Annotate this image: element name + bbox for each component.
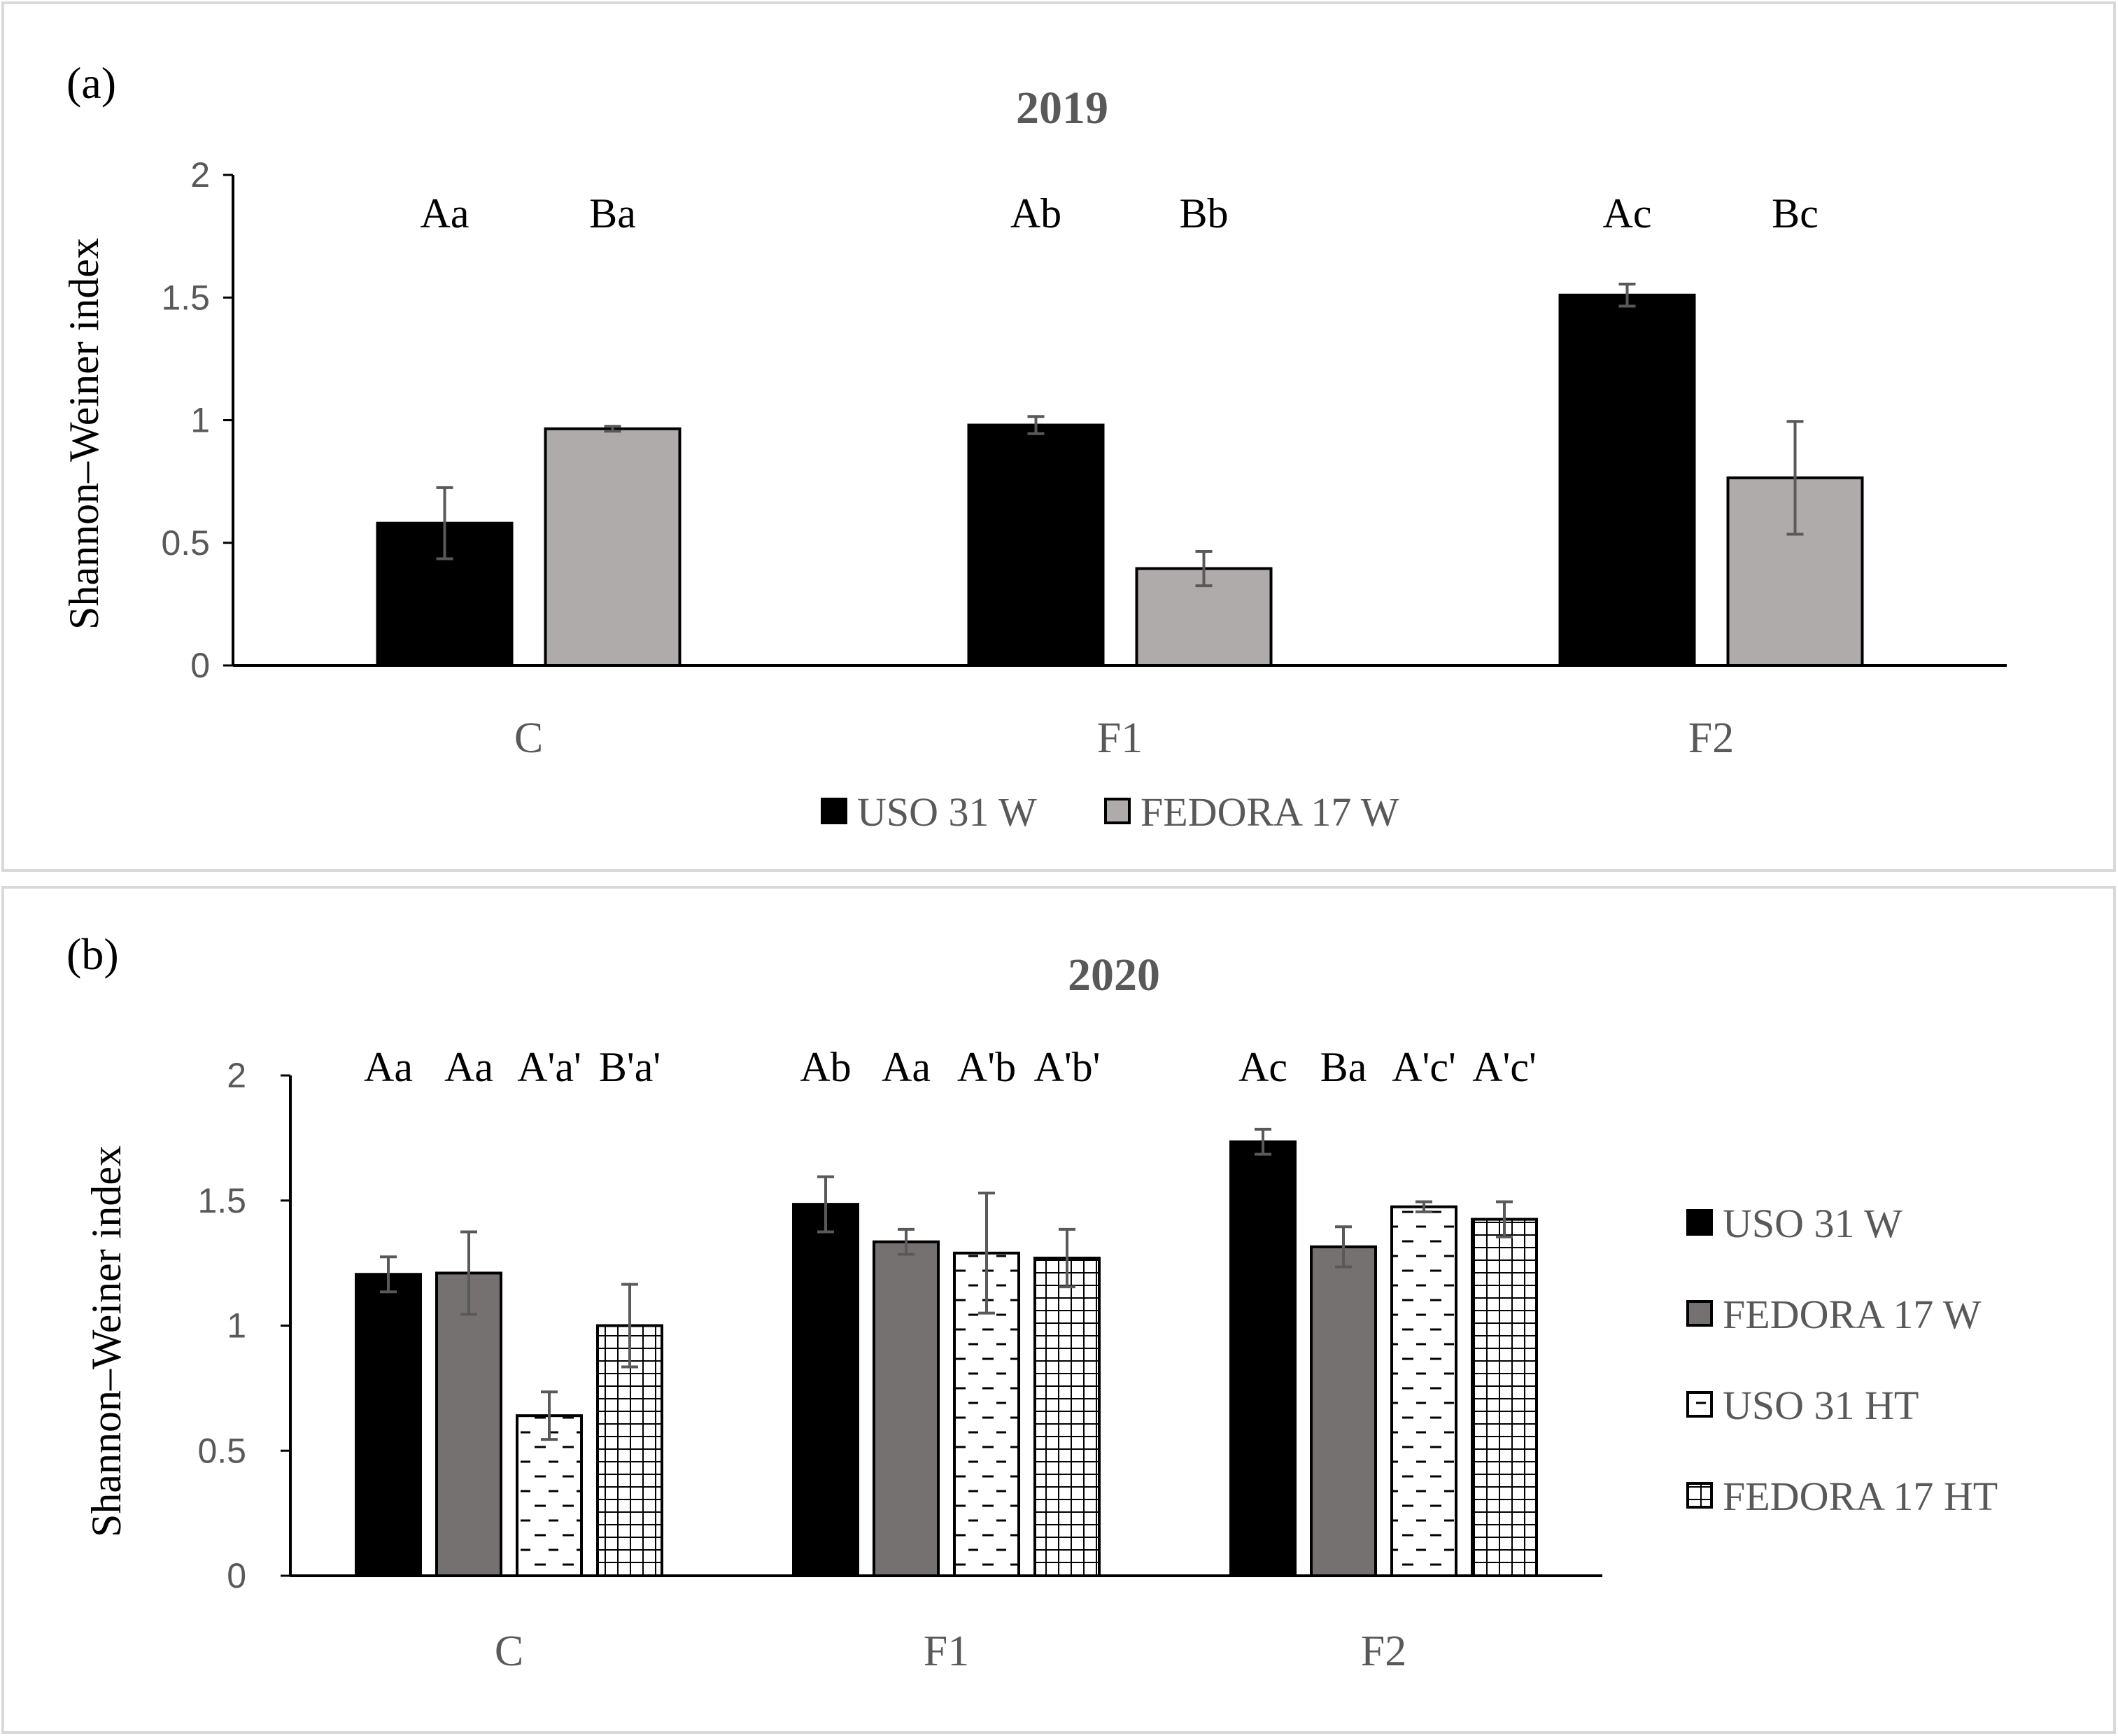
- y-tick-label: 2: [190, 155, 210, 195]
- significance-label: Ac: [1603, 190, 1652, 237]
- bar: [873, 1240, 940, 1578]
- significance-label: Aa: [364, 1044, 413, 1090]
- bar: [792, 1203, 859, 1578]
- y-tick-label: 0.5: [197, 1431, 246, 1470]
- significance-label: Aa: [421, 190, 470, 237]
- panel-a-ylabel: Shannon–Weiner index: [61, 238, 107, 630]
- significance-label: Bc: [1772, 190, 1819, 237]
- panel-b: (b) 2020 Shannon–Weiner index 0 0.5 1 1.5 2 C…: [1, 886, 2116, 1734]
- bar: [1229, 1140, 1297, 1578]
- bar: [355, 1273, 422, 1578]
- legend-swatch: [1686, 1391, 1713, 1418]
- bar: [967, 423, 1105, 667]
- legend-label: FEDORA 17 W: [1723, 1292, 1982, 1337]
- x-category-label: F2: [1361, 1628, 1406, 1675]
- legend-swatch: [821, 798, 847, 824]
- y-tick-label: 1.5: [161, 278, 210, 317]
- bar: [1033, 1256, 1101, 1577]
- y-tick-label: 1: [190, 401, 210, 440]
- x-category-label: C: [495, 1628, 523, 1675]
- x-category-label: C: [514, 714, 543, 762]
- panel-a-label: (a): [66, 58, 116, 108]
- x-category-label: F1: [1097, 714, 1143, 762]
- y-tick-label: 1: [227, 1306, 246, 1346]
- significance-label: A'c': [1392, 1044, 1456, 1090]
- legend-label: FEDORA 17 HT: [1723, 1474, 1998, 1519]
- significance-label: Aa: [444, 1044, 493, 1090]
- bar: [435, 1271, 502, 1578]
- y-tick-label: 0: [190, 646, 210, 685]
- bar: [1390, 1205, 1457, 1577]
- panel-b-axes: 0 0.5 1 1.5 2 C Aa Aa A'a' B'a' F1 Ab Aa A'b A'b' F2 Ac B…: [197, 1044, 1602, 1675]
- significance-label: A'a': [517, 1044, 581, 1090]
- significance-label: A'b': [1034, 1044, 1101, 1090]
- bar: [516, 1414, 583, 1577]
- legend-swatch: [1686, 1300, 1713, 1327]
- legend-label: USO 31 W: [857, 789, 1037, 835]
- x-category-label: F1: [924, 1628, 969, 1675]
- significance-label: Aa: [882, 1044, 931, 1090]
- y-tick-label: 0: [227, 1556, 246, 1595]
- panel-b-ylabel: Shannon–Weiner index: [83, 1145, 129, 1537]
- legend-swatch: [1104, 798, 1131, 824]
- significance-label: Ab: [1010, 190, 1061, 237]
- significance-label: Ab: [800, 1044, 851, 1090]
- bar: [544, 427, 682, 668]
- panel-b-title: 2020: [1068, 950, 1160, 1001]
- y-tick-label: 0.5: [161, 523, 210, 563]
- bar: [1310, 1245, 1377, 1577]
- significance-label: B'a': [599, 1044, 661, 1090]
- significance-label: Bb: [1179, 190, 1228, 237]
- bar: [1558, 293, 1696, 667]
- significance-label: Ac: [1238, 1044, 1287, 1090]
- significance-label: A'c': [1472, 1044, 1537, 1090]
- panel-a-axes: 0 0.5 1 1.5 2 C Aa Ba F1 Ab Bb F2 Ac Bc: [161, 155, 2007, 762]
- legend-swatch: [1686, 1209, 1713, 1236]
- legend-swatch: [1686, 1482, 1713, 1509]
- legend-label: USO 31 W: [1723, 1201, 1902, 1246]
- y-tick-label: 1.5: [197, 1181, 246, 1220]
- significance-label: Ba: [589, 190, 636, 237]
- panel-a: (a) 2019 Shannon–Weiner index 0 0.5 1 1.5 2 C…: [1, 1, 2116, 872]
- bar: [1471, 1218, 1538, 1577]
- y-tick-label: 2: [227, 1056, 246, 1095]
- x-category-label: F2: [1688, 714, 1734, 762]
- significance-label: Ba: [1320, 1044, 1367, 1090]
- panel-b-legend: USO 31 W FEDORA 17 W USO 31 HT FEDORA 17 HT: [1686, 1201, 1998, 1519]
- legend-label: FEDORA 17 W: [1141, 789, 1399, 835]
- significance-label: A'b: [957, 1044, 1016, 1090]
- legend-label: USO 31 HT: [1723, 1383, 1919, 1428]
- panel-a-title: 2019: [1016, 83, 1108, 134]
- panel-a-legend: USO 31 W FEDORA 17 W: [821, 789, 1399, 835]
- panel-b-label: (b): [66, 929, 119, 979]
